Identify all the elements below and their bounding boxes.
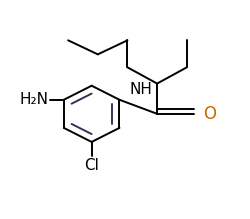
Text: O: O [203,105,216,123]
Text: H₂N: H₂N [20,92,49,107]
Text: NH: NH [129,81,152,97]
Text: Cl: Cl [84,158,99,173]
